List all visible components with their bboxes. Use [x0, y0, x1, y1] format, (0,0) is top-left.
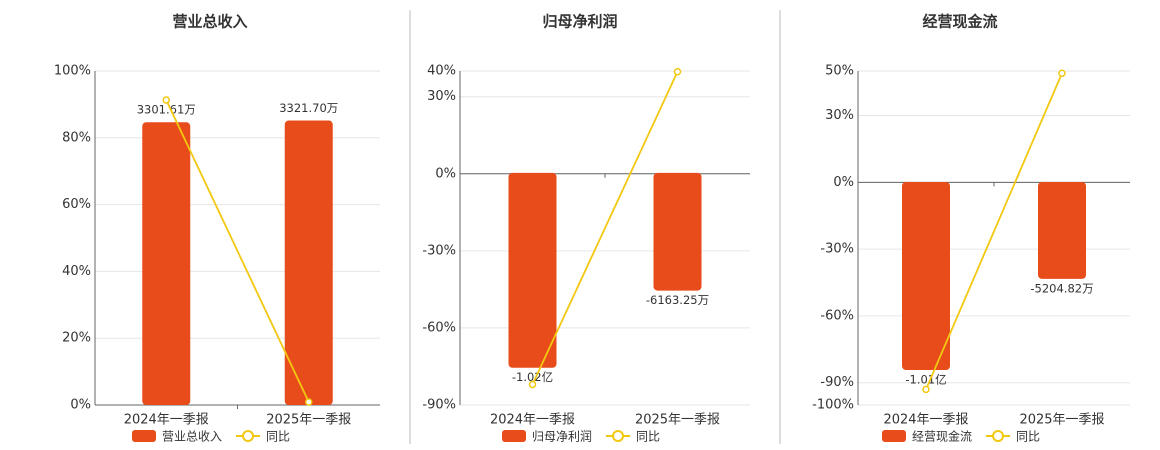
legend-label: 归母净利润: [532, 430, 592, 444]
line-point: [528, 380, 537, 389]
y-tick-label: 100%: [54, 64, 91, 79]
y-tick-label: -30%: [422, 243, 456, 258]
bar: [653, 172, 702, 291]
legend-label: 营业总收入: [162, 430, 222, 444]
value-label: 3321.70万: [279, 101, 338, 115]
value-label: -5204.82万: [1030, 281, 1093, 295]
bar: [1038, 181, 1086, 279]
y-tick-label: 50%: [825, 64, 854, 79]
line-point: [673, 68, 682, 76]
y-tick-label: 0%: [435, 166, 456, 181]
value-label: -1.02亿: [512, 370, 553, 384]
bar: [508, 172, 557, 368]
y-tick-label: -60%: [820, 308, 854, 323]
bar: [284, 120, 333, 405]
line-point: [1058, 69, 1066, 77]
line: [925, 72, 1063, 390]
y-tick-label: 80%: [62, 130, 91, 145]
y-tick-label: -60%: [422, 320, 456, 335]
x-tick-label: 2025年一季报: [266, 413, 351, 428]
x-tick-label: 2024年一季报: [883, 413, 968, 428]
line-point: [305, 398, 313, 406]
legend-swatch: [132, 430, 156, 442]
line-point: [162, 96, 170, 104]
legend-swatch: [612, 430, 625, 442]
bar: [142, 122, 191, 405]
value-label: -6163.25万: [646, 293, 709, 307]
legend-label: 同比: [636, 430, 660, 444]
line: [531, 71, 679, 385]
y-tick-label: 0%: [833, 175, 854, 190]
legend-label: 同比: [1016, 430, 1040, 444]
x-tick-label: 2024年一季报: [490, 413, 575, 428]
y-tick-label: 0%: [70, 398, 91, 413]
y-tick-label: -90%: [820, 375, 854, 390]
value-label: -1.01亿: [905, 372, 946, 386]
y-tick-label: -90%: [422, 398, 456, 413]
legend-swatch: [882, 430, 906, 442]
y-tick-label: 20%: [62, 331, 91, 346]
y-tick-label: 60%: [62, 197, 91, 212]
line: [165, 99, 310, 403]
chart-title: 归母净利润: [542, 13, 617, 31]
chart-title: 经营现金流: [922, 13, 997, 31]
value-label: 3301.61万: [137, 103, 196, 117]
legend-swatch: [242, 430, 255, 442]
chart-title: 营业总收入: [172, 13, 247, 31]
y-tick-label: 40%: [62, 264, 91, 279]
x-tick-label: 2024年一季报: [124, 413, 209, 428]
y-tick-label: 30%: [825, 108, 854, 123]
legend-swatch: [992, 430, 1005, 442]
y-tick-label: -30%: [820, 242, 854, 257]
y-tick-label: 40%: [427, 64, 456, 79]
legend-label: 同比: [266, 430, 290, 444]
bar: [902, 181, 950, 370]
line-point: [922, 385, 930, 394]
legend-label: 经营现金流: [912, 429, 972, 444]
x-tick-label: 2025年一季报: [1019, 413, 1104, 428]
x-tick-label: 2025年一季报: [635, 413, 720, 428]
y-tick-label: 30%: [427, 89, 456, 104]
y-tick-label: -100%: [812, 398, 854, 413]
legend-swatch: [502, 430, 526, 442]
